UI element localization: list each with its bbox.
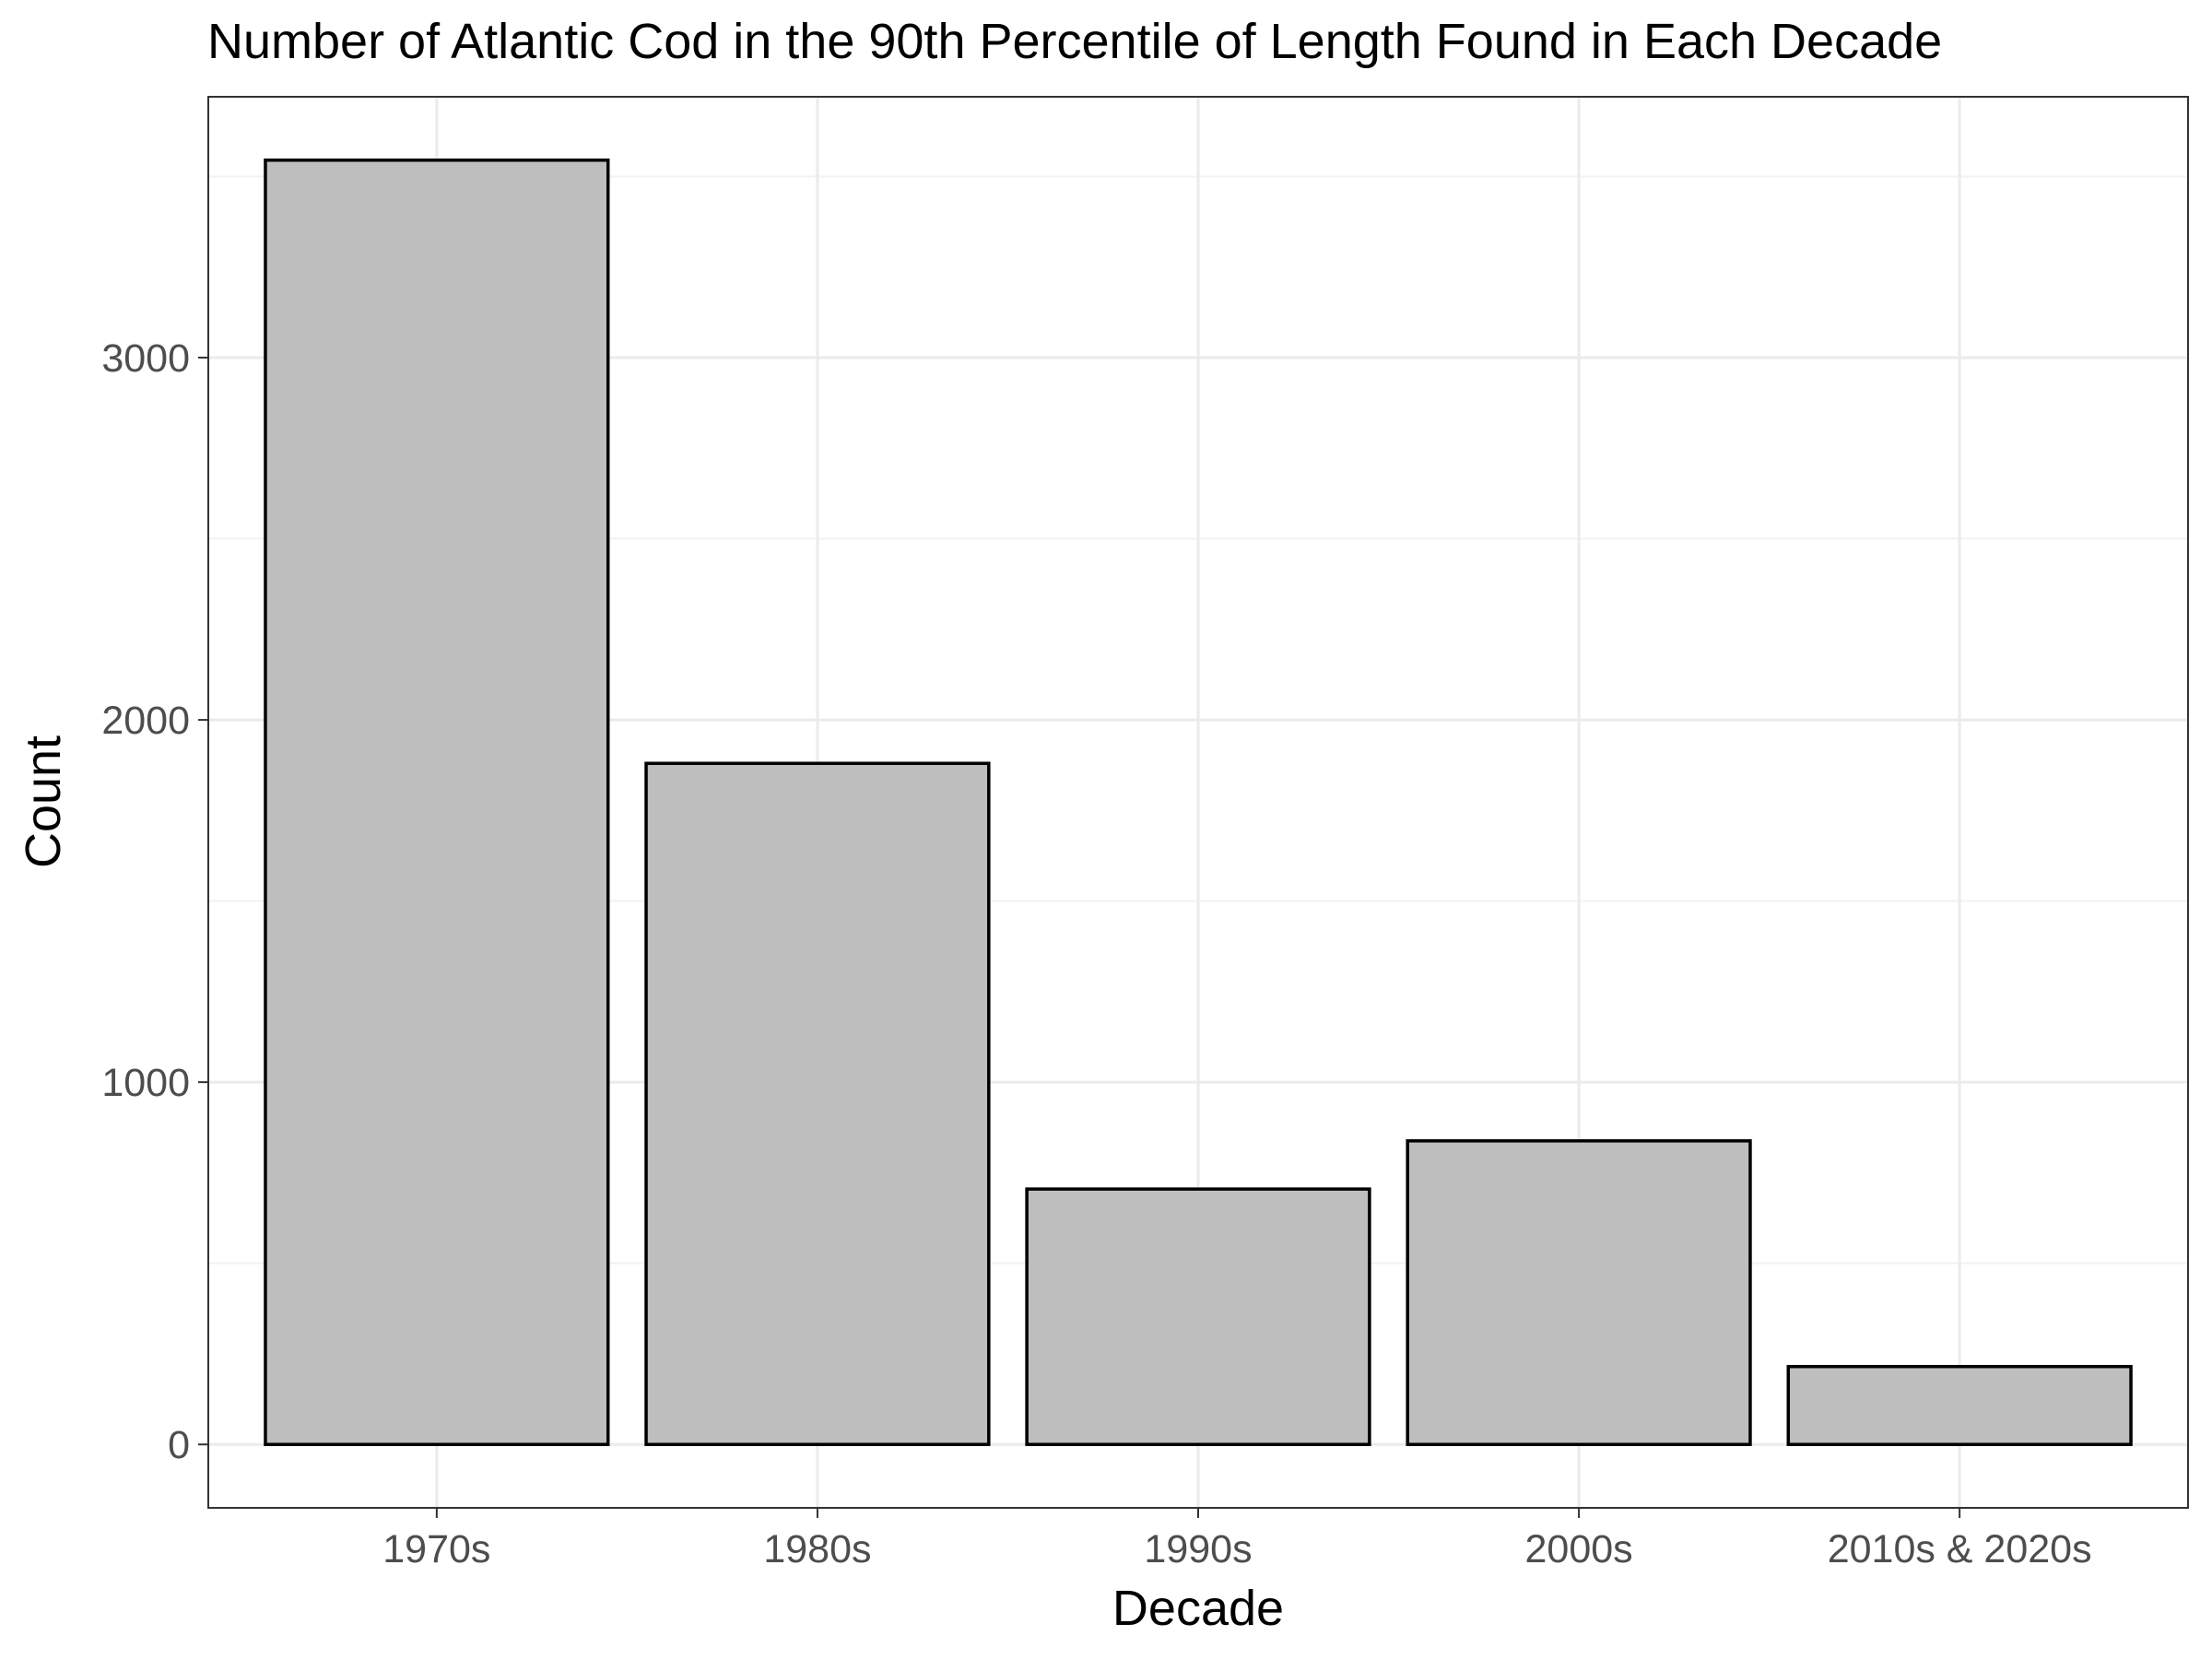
bar-0 — [264, 159, 610, 1446]
y-axis: 0 1000 2000 3000 — [101, 336, 208, 1467]
x-tick-label: 1980s — [763, 1527, 871, 1571]
bar-2 — [1025, 1187, 1371, 1446]
plot-panel — [207, 96, 2189, 1509]
y-tick-label: 0 — [168, 1423, 190, 1467]
y-tick-label: 2000 — [101, 699, 190, 743]
x-axis-title: Decade — [1112, 1581, 1284, 1636]
x-tick-label: 2010s & 2020s — [1828, 1527, 2092, 1571]
y-tick-label: 1000 — [101, 1061, 190, 1105]
bars — [264, 159, 2133, 1446]
y-tick-label: 3000 — [101, 336, 190, 381]
y-axis-title: Count — [16, 735, 71, 868]
bar-1 — [644, 761, 991, 1446]
chart-title: Number of Atlantic Cod in the 90th Perce… — [207, 14, 1942, 69]
x-tick-label: 1990s — [1144, 1527, 1252, 1571]
x-axis: 1970s 1980s 1990s 2000s 2010s & 2020s — [382, 1508, 2092, 1571]
bar-3 — [1406, 1139, 1752, 1446]
bar-4 — [1786, 1364, 2133, 1446]
x-tick-label: 1970s — [382, 1527, 490, 1571]
x-tick-label: 2000s — [1524, 1527, 1632, 1571]
